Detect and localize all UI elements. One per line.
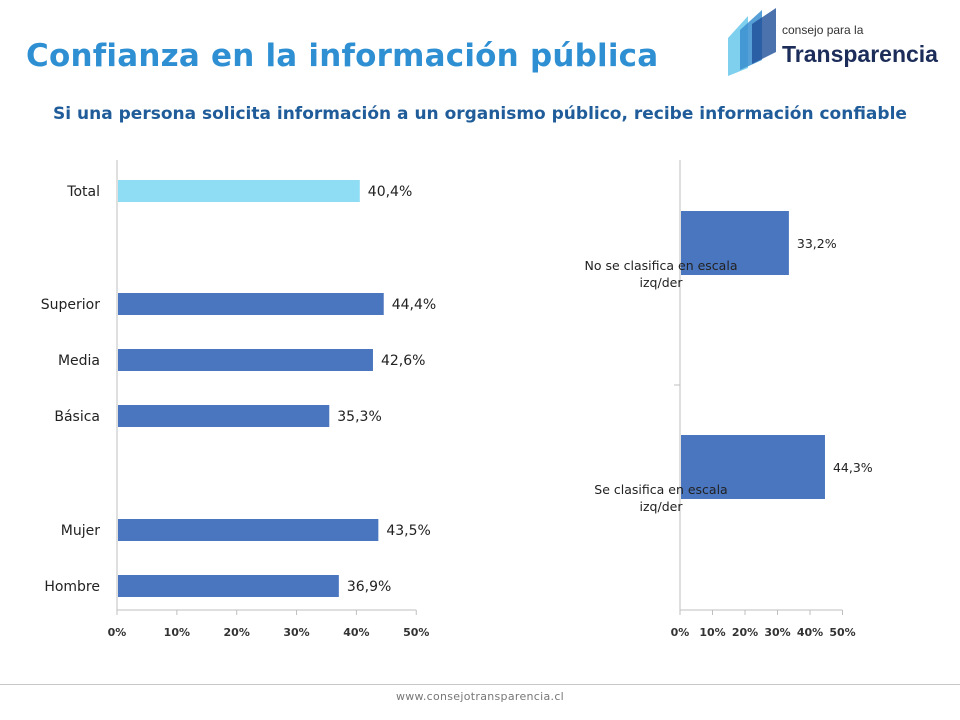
x-tick-label: 40% [343, 626, 369, 639]
category-label: Se clasifica en escala [594, 482, 727, 497]
x-tick-label: 10% [699, 626, 725, 639]
x-tick-label: 50% [829, 626, 855, 639]
bar [681, 435, 825, 499]
x-tick-label: 0% [671, 626, 690, 639]
data-label: 44,3% [833, 460, 873, 475]
x-tick-label: 20% [224, 626, 250, 639]
category-label: No se clasifica en escala [585, 258, 738, 273]
data-label: 44,4% [392, 297, 436, 313]
bar [118, 405, 330, 427]
data-label: 42,6% [381, 353, 425, 369]
bar [681, 211, 789, 275]
logo-mark-icon [728, 8, 776, 76]
page-title: Confianza en la información pública [26, 38, 659, 74]
data-label: 40,4% [368, 184, 412, 200]
bar [118, 519, 379, 541]
data-label: 43,5% [386, 523, 430, 539]
category-label: Hombre [44, 579, 100, 595]
category-label: Superior [41, 297, 100, 313]
footer-divider [0, 684, 960, 685]
x-tick-label: 30% [283, 626, 309, 639]
x-tick-label: 10% [164, 626, 190, 639]
category-label: izq/der [640, 499, 684, 514]
category-label: Media [58, 353, 100, 369]
logo-text-line1: consejo para la [782, 23, 864, 37]
bar [118, 575, 339, 597]
category-label: Total [66, 184, 100, 200]
chart-subtitle: Si una persona solicita información a un… [53, 104, 907, 124]
data-label: 35,3% [337, 409, 381, 425]
data-label: 33,2% [797, 236, 837, 251]
x-tick-label: 30% [764, 626, 790, 639]
category-label: Mujer [61, 523, 100, 539]
data-label: 36,9% [347, 579, 391, 595]
logo: consejo para la Transparencia [722, 8, 938, 78]
bar [118, 349, 373, 371]
category-label: izq/der [640, 275, 684, 290]
x-tick-label: 20% [732, 626, 758, 639]
x-tick-label: 0% [108, 626, 127, 639]
logo-text-line2: Transparencia [782, 41, 938, 67]
category-label: Básica [54, 409, 100, 425]
x-tick-label: 50% [403, 626, 429, 639]
x-tick-label: 40% [797, 626, 823, 639]
bar [118, 293, 384, 315]
footer-url: www.consejotransparencia.cl [395, 690, 565, 703]
bar [118, 180, 360, 202]
